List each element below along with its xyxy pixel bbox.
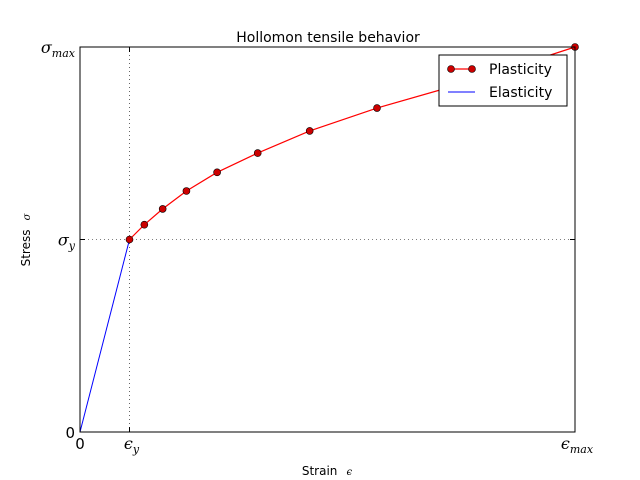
- series-layer: [79, 43, 579, 433]
- series-plasticity-point-1: [140, 220, 149, 229]
- series-plasticity-point-4: [213, 168, 221, 177]
- chart-title: Hollomon tensile behavior: [236, 30, 420, 46]
- series-plasticity-line: [129, 46, 576, 240]
- legend: Plasticity Elasticity: [438, 54, 568, 107]
- legend-plasticity-label: Plasticity: [489, 62, 552, 78]
- series-plasticity-point-7: [373, 104, 381, 112]
- y-axis-label: Stress σ: [15, 212, 34, 266]
- tick-labels: 0 ϵy ϵmax 0 σy σmax: [41, 38, 594, 456]
- y-axis-label-symbol: σ: [22, 212, 33, 220]
- legend-box: [438, 54, 568, 107]
- x-axis-label-symbol: ϵ: [347, 467, 353, 478]
- series-plasticity-point-6: [305, 127, 314, 135]
- x-axis-label: Strain ϵ: [302, 460, 353, 479]
- y-tick-label-0: 0: [65, 424, 75, 442]
- y-axis-label-text: Stress: [19, 230, 33, 267]
- series-plasticity-point-5: [253, 149, 262, 157]
- x-tick-label-1: ϵy: [124, 434, 140, 456]
- x-tick-label-2: ϵmax: [561, 434, 594, 456]
- ticks: [79, 46, 576, 433]
- series-plasticity-point-2: [158, 205, 167, 213]
- legend-plasticity-marker-right: [468, 65, 476, 73]
- x-tick-label-0: 0: [75, 435, 85, 453]
- legend-elasticity-label: Elasticity: [489, 85, 552, 101]
- series-elasticity-line: [79, 239, 130, 433]
- x-axis-label-text: Strain: [302, 464, 338, 478]
- legend-plasticity-marker-left: [447, 65, 455, 73]
- y-tick-label-2: σmax: [41, 38, 76, 60]
- y-tick-label-1: σy: [58, 231, 76, 253]
- series-plasticity-point-0: [125, 235, 134, 244]
- series-plasticity-point-3: [182, 187, 191, 195]
